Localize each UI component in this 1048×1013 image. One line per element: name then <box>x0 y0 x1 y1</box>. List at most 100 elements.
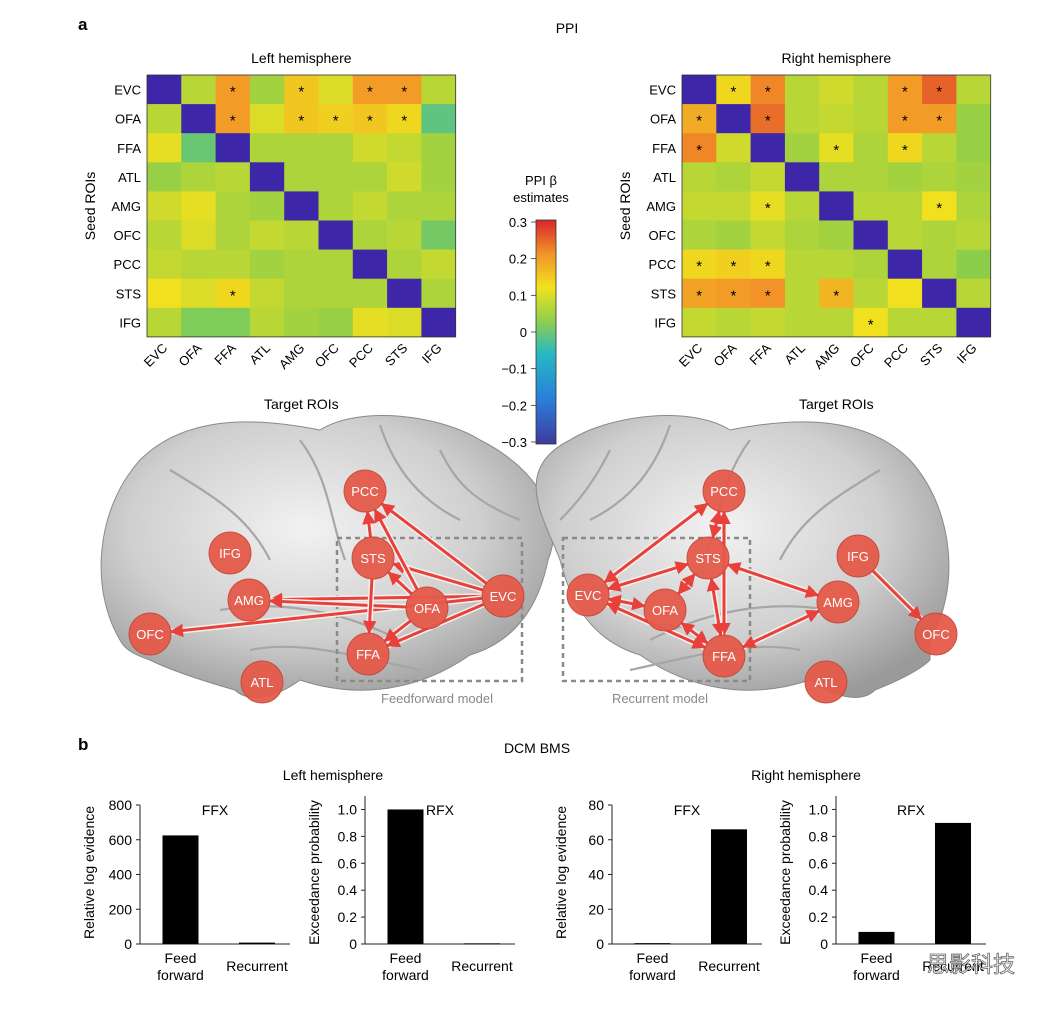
heatmap-cell <box>750 220 786 250</box>
heatmap-cell <box>956 75 991 105</box>
y-tick-label: 1.0 <box>809 801 829 817</box>
heatmap-frame <box>681 74 992 338</box>
heatmap-cell <box>284 104 319 134</box>
heatmap-cell <box>956 249 991 279</box>
heatmap-cell <box>750 162 786 192</box>
y-tick-label: 200 <box>109 901 133 917</box>
heatmap-cell <box>784 249 820 279</box>
heatmap-row-label: EVC <box>649 83 676 98</box>
heatmap-cell <box>853 249 889 279</box>
significance-star: * <box>902 113 908 130</box>
significance-star: * <box>902 84 908 101</box>
significance-star: * <box>765 200 771 217</box>
significance-star: * <box>367 113 373 130</box>
significance-star: * <box>833 287 839 304</box>
heatmap-cell <box>716 278 751 309</box>
heatmap-cell <box>819 278 854 309</box>
heatmap-row-label: STS <box>651 286 677 301</box>
heatmap-cell <box>147 307 182 338</box>
heatmap-cell <box>249 162 285 192</box>
x-tick-label: Recurrent <box>226 958 288 974</box>
heatmap-cell <box>922 191 957 221</box>
heatmap-cell <box>922 307 957 338</box>
heatmap-cell <box>956 278 991 309</box>
heatmap-cell <box>215 278 251 309</box>
heatmap-row-label: PCC <box>114 257 141 272</box>
heatmap-cell <box>181 104 216 134</box>
heatmap-cell <box>147 75 182 105</box>
heatmap-cell <box>147 191 182 221</box>
heatmap-cell <box>956 220 991 250</box>
x-tick-label: forward <box>629 967 676 983</box>
heatmap-cell <box>181 220 216 250</box>
roi-node <box>816 580 860 624</box>
heatmap-cell <box>853 278 889 309</box>
heatmap-cell <box>682 278 717 309</box>
heatmap-cell <box>387 133 422 163</box>
significance-star: * <box>333 113 339 130</box>
y-tick-label: 0 <box>349 936 357 952</box>
heatmap-row-label: FFA <box>117 141 141 156</box>
heatmap-cell <box>716 75 751 105</box>
heatmap-row-label: OFA <box>115 112 141 127</box>
heatmap-cell <box>284 191 319 221</box>
roi-node <box>702 469 746 513</box>
y-tick-label: 0.6 <box>809 855 829 871</box>
heatmap-cell <box>887 249 923 279</box>
y-tick-label: 0 <box>820 936 828 952</box>
heatmap-cell <box>284 220 319 250</box>
heatmap-row-label: ATL <box>653 170 676 185</box>
heatmap-cell <box>181 191 216 221</box>
significance-star: * <box>367 84 373 101</box>
heatmap-ylabel: Seed ROIs <box>617 172 633 240</box>
heatmap-cell <box>147 104 182 134</box>
y-tick-label: 400 <box>109 867 133 883</box>
heatmap-row-label: OFC <box>649 228 676 243</box>
colorbar-tick-label: 0.3 <box>509 215 527 230</box>
heatmap-cell <box>716 104 751 134</box>
heatmap-cell <box>352 191 388 221</box>
colorbar-tick-label: 0.1 <box>509 288 527 303</box>
heatmap-cell <box>215 104 251 134</box>
left-network: PCC IFG STS AMG OFA EVC OFC FFA ATL <box>128 469 525 704</box>
heatmap-col-label: PCC <box>881 340 911 370</box>
heatmap-cell <box>352 307 388 338</box>
x-tick-label: Recurrent <box>922 958 984 974</box>
heatmap-cell <box>181 249 216 279</box>
significance-star: * <box>765 287 771 304</box>
heatmap-cell <box>249 249 285 279</box>
heatmap-cell <box>922 162 957 192</box>
heatmap-cell <box>421 220 456 250</box>
heatmap-cell <box>819 220 854 250</box>
significance-star: * <box>731 258 737 275</box>
heatmap-cell <box>682 220 717 250</box>
roi-node <box>346 632 390 676</box>
heatmap-cell <box>956 133 991 163</box>
connection-arrow <box>362 510 376 538</box>
heatmap-cell <box>716 133 751 163</box>
panel-a-label: a <box>78 15 88 34</box>
heatmap-cell <box>784 133 820 163</box>
heatmap-cell <box>249 75 285 105</box>
significance-star: * <box>401 84 407 101</box>
heatmap-col-label: OFA <box>711 340 740 369</box>
heatmap-row-label: OFA <box>650 112 676 127</box>
heatmap-col-label: AMG <box>276 340 308 372</box>
heatmap-cell <box>284 75 319 105</box>
heatmap-cell <box>215 75 251 105</box>
heatmap-cell <box>956 162 991 192</box>
roi-node-label: IFG <box>219 546 241 561</box>
heatmap-cell <box>249 278 285 309</box>
heatmap-cell <box>387 162 422 192</box>
significance-star: * <box>765 258 771 275</box>
heatmap-col-label: OFC <box>847 340 877 370</box>
heatmap-cell <box>956 191 991 221</box>
bar-chart-ylabel: Exceedance probability <box>777 800 793 945</box>
heatmap-cell <box>853 307 889 338</box>
y-tick-label: 600 <box>109 832 133 848</box>
heatmap-cell <box>853 191 889 221</box>
heatmap-row-label: EVC <box>114 83 141 98</box>
connection-arrow <box>741 609 821 649</box>
left-brain: Feedforward model <box>100 415 554 706</box>
